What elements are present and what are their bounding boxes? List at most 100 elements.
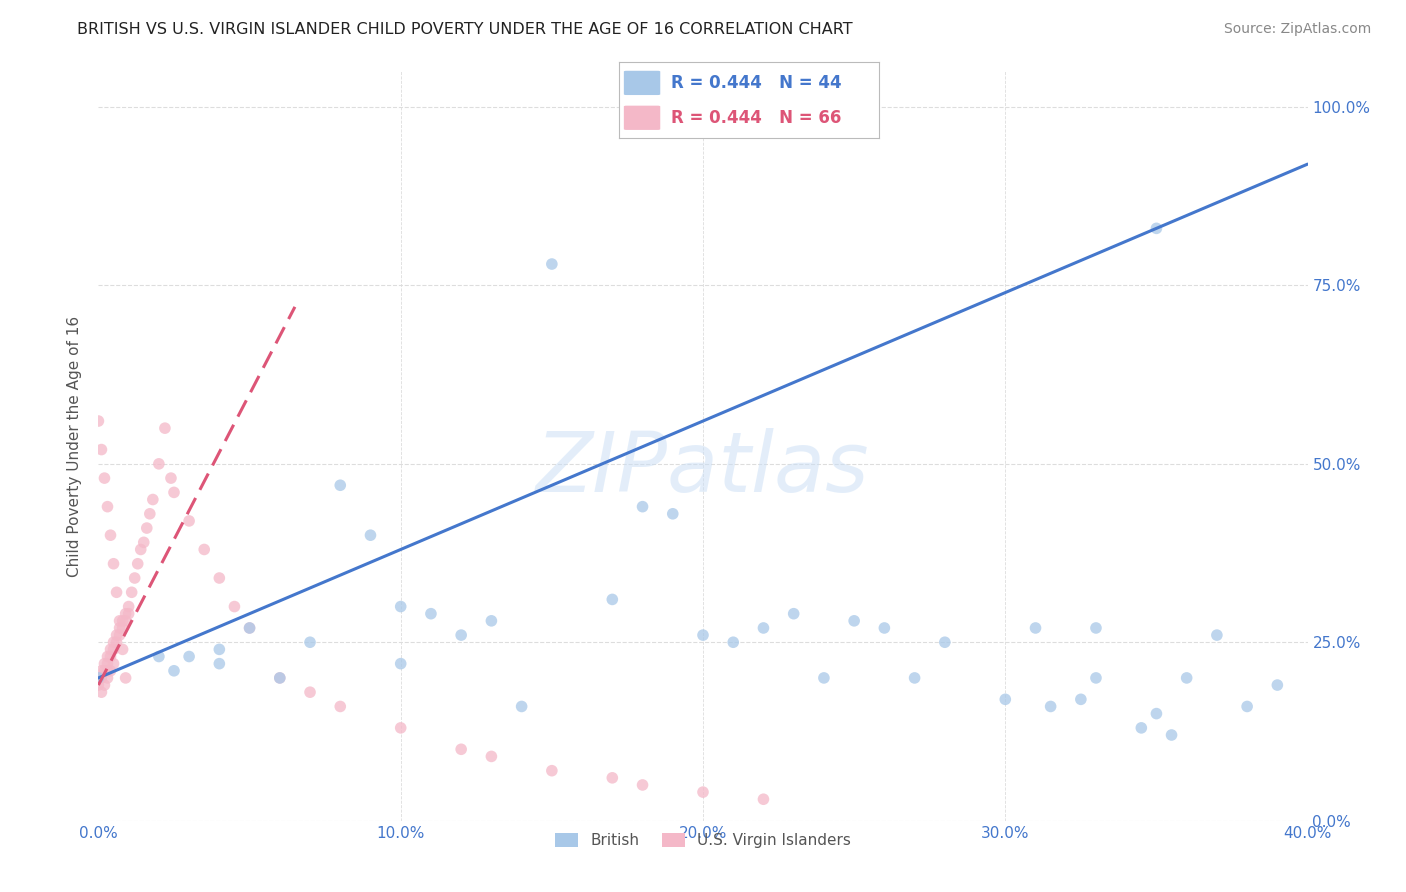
Point xyxy=(540,764,562,778)
Point xyxy=(118,599,141,614)
Point xyxy=(1130,721,1153,735)
Point xyxy=(481,614,503,628)
Point xyxy=(103,642,125,657)
Point xyxy=(103,557,125,571)
Point xyxy=(329,699,352,714)
Point xyxy=(1039,699,1062,714)
Point xyxy=(661,507,683,521)
Point xyxy=(389,599,412,614)
Point xyxy=(723,635,745,649)
Point xyxy=(239,621,262,635)
Point xyxy=(153,421,176,435)
Point xyxy=(100,664,122,678)
Point xyxy=(873,621,896,635)
Point xyxy=(96,500,118,514)
Point xyxy=(93,664,115,678)
Point xyxy=(360,528,382,542)
Point xyxy=(1024,621,1046,635)
Legend: British, U.S. Virgin Islanders: British, U.S. Virgin Islanders xyxy=(548,827,858,855)
Point xyxy=(118,607,141,621)
Point xyxy=(208,642,231,657)
Point xyxy=(1144,221,1167,235)
Point xyxy=(1070,692,1092,706)
Point xyxy=(239,621,262,635)
Point xyxy=(93,657,115,671)
Text: BRITISH VS U.S. VIRGIN ISLANDER CHILD POVERTY UNDER THE AGE OF 16 CORRELATION CH: BRITISH VS U.S. VIRGIN ISLANDER CHILD PO… xyxy=(77,22,853,37)
Point xyxy=(163,485,186,500)
Point xyxy=(105,635,128,649)
Point xyxy=(100,528,122,542)
Point xyxy=(602,771,624,785)
Text: Source: ZipAtlas.com: Source: ZipAtlas.com xyxy=(1223,22,1371,37)
Point xyxy=(108,628,131,642)
Text: R = 0.444   N = 44: R = 0.444 N = 44 xyxy=(671,74,841,92)
Point xyxy=(1160,728,1182,742)
Point xyxy=(93,678,115,692)
Point xyxy=(420,607,443,621)
FancyBboxPatch shape xyxy=(624,70,661,95)
Point xyxy=(103,657,125,671)
Point xyxy=(124,571,146,585)
Point xyxy=(752,621,775,635)
Point xyxy=(481,749,503,764)
Point xyxy=(111,642,134,657)
Point xyxy=(450,628,472,642)
Point xyxy=(108,621,131,635)
Point xyxy=(139,507,162,521)
Point xyxy=(692,628,714,642)
Point xyxy=(904,671,927,685)
Point xyxy=(1144,706,1167,721)
Point xyxy=(135,521,157,535)
Point xyxy=(1236,699,1258,714)
Point xyxy=(450,742,472,756)
Point xyxy=(269,671,291,685)
Point xyxy=(93,471,115,485)
Point xyxy=(96,649,118,664)
Point xyxy=(602,592,624,607)
Point xyxy=(179,514,201,528)
Point xyxy=(1085,621,1108,635)
Point xyxy=(148,457,170,471)
Point xyxy=(208,571,231,585)
Point xyxy=(87,414,110,428)
Y-axis label: Child Poverty Under the Age of 16: Child Poverty Under the Age of 16 xyxy=(67,316,83,576)
Point xyxy=(114,607,136,621)
Point xyxy=(129,542,152,557)
Point xyxy=(108,614,131,628)
Point xyxy=(132,535,155,549)
FancyBboxPatch shape xyxy=(624,105,661,130)
Point xyxy=(114,671,136,685)
Point xyxy=(87,678,110,692)
Point xyxy=(193,542,215,557)
Point xyxy=(179,649,201,664)
Point xyxy=(111,621,134,635)
Point xyxy=(631,500,654,514)
Point xyxy=(631,778,654,792)
Point xyxy=(329,478,352,492)
Point xyxy=(540,257,562,271)
Point xyxy=(389,721,412,735)
Point xyxy=(1267,678,1289,692)
Point xyxy=(389,657,412,671)
Point xyxy=(121,585,143,599)
Point xyxy=(224,599,246,614)
Point xyxy=(87,671,110,685)
Point xyxy=(103,635,125,649)
Point xyxy=(90,442,112,457)
Point xyxy=(142,492,165,507)
Point xyxy=(692,785,714,799)
Point xyxy=(299,635,322,649)
Point xyxy=(100,649,122,664)
Point xyxy=(127,557,149,571)
Point xyxy=(100,642,122,657)
Point xyxy=(87,671,110,685)
Point xyxy=(90,664,112,678)
Point xyxy=(96,664,118,678)
Point xyxy=(163,664,186,678)
Point xyxy=(160,471,183,485)
Point xyxy=(90,671,112,685)
Point xyxy=(844,614,866,628)
Point xyxy=(114,614,136,628)
Point xyxy=(813,671,835,685)
Point xyxy=(1175,671,1198,685)
